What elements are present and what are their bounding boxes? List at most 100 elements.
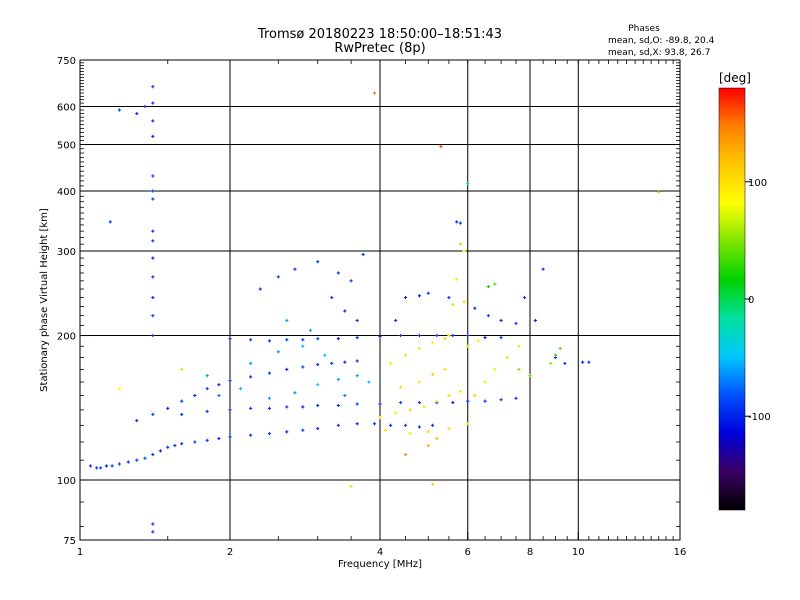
data-point bbox=[447, 333, 451, 338]
x-tick-label: 8 bbox=[527, 547, 533, 558]
phase-stats-o: mean, sd,O: -89.8, 20.4 bbox=[608, 36, 715, 46]
data-point bbox=[361, 252, 365, 257]
data-point bbox=[349, 484, 353, 488]
data-point bbox=[151, 189, 155, 193]
colorbar-tick-label: -100 bbox=[748, 412, 771, 423]
data-point bbox=[486, 284, 490, 289]
data-point bbox=[483, 336, 487, 340]
data-point bbox=[451, 400, 455, 405]
data-point bbox=[249, 406, 253, 411]
data-point bbox=[439, 145, 443, 149]
data-point bbox=[143, 456, 147, 460]
y-tick-label: 400 bbox=[57, 187, 76, 198]
data-point bbox=[151, 239, 155, 243]
data-point bbox=[151, 256, 155, 260]
data-point bbox=[426, 443, 430, 448]
data-point bbox=[430, 341, 435, 345]
x-tick-label: 2 bbox=[227, 547, 233, 558]
data-point bbox=[151, 119, 155, 123]
data-point bbox=[143, 104, 147, 109]
data-point bbox=[399, 385, 403, 389]
data-point bbox=[117, 387, 122, 391]
data-point bbox=[355, 374, 359, 378]
data-point bbox=[336, 271, 340, 275]
data-point bbox=[443, 367, 447, 372]
data-point bbox=[330, 361, 334, 365]
data-point bbox=[466, 181, 470, 185]
y-tick-label: 600 bbox=[57, 103, 76, 114]
data-point bbox=[403, 452, 408, 457]
data-point bbox=[355, 336, 359, 340]
data-point bbox=[151, 295, 155, 300]
data-point bbox=[447, 426, 451, 431]
data-point bbox=[126, 460, 130, 464]
data-point bbox=[151, 522, 155, 526]
data-point bbox=[455, 277, 459, 281]
data-point bbox=[151, 174, 155, 178]
data-point bbox=[447, 393, 451, 398]
data-point bbox=[301, 338, 305, 342]
y-tick-label: 200 bbox=[57, 332, 76, 343]
data-point bbox=[301, 344, 305, 348]
data-point bbox=[466, 344, 470, 348]
data-point bbox=[408, 408, 412, 412]
data-point bbox=[580, 360, 585, 364]
data-point bbox=[285, 367, 289, 372]
data-point bbox=[399, 333, 403, 338]
data-point bbox=[462, 300, 466, 304]
data-point bbox=[372, 422, 377, 426]
data-point bbox=[336, 403, 340, 408]
data-point bbox=[323, 353, 327, 357]
data-point bbox=[394, 411, 398, 415]
x-tick-label: 1 bbox=[77, 547, 83, 558]
y-axis-label: Stationary phase Virtual Height [km] bbox=[39, 208, 50, 392]
data-point bbox=[458, 242, 463, 246]
data-point bbox=[151, 452, 155, 457]
data-point bbox=[205, 438, 209, 442]
data-point bbox=[267, 371, 272, 375]
data-point bbox=[451, 333, 455, 338]
data-point bbox=[435, 333, 439, 338]
data-point bbox=[499, 398, 503, 402]
data-point bbox=[505, 355, 509, 360]
data-point bbox=[657, 190, 661, 194]
data-point bbox=[205, 387, 209, 391]
data-point bbox=[336, 377, 340, 382]
data-point bbox=[316, 362, 320, 367]
data-point bbox=[249, 338, 253, 342]
data-point bbox=[355, 318, 359, 323]
data-point bbox=[301, 405, 305, 409]
data-point bbox=[417, 400, 422, 405]
data-point bbox=[587, 360, 591, 364]
data-point bbox=[249, 361, 253, 365]
data-point bbox=[151, 275, 155, 279]
data-point bbox=[466, 333, 470, 338]
data-point bbox=[99, 466, 103, 470]
data-point bbox=[430, 372, 435, 376]
data-point bbox=[388, 361, 393, 365]
data-point bbox=[336, 337, 340, 341]
data-point bbox=[285, 318, 289, 323]
data-point bbox=[522, 295, 527, 300]
data-point bbox=[408, 431, 412, 436]
data-point bbox=[417, 380, 422, 384]
data-points bbox=[88, 85, 661, 534]
data-point bbox=[135, 458, 139, 462]
data-point bbox=[228, 435, 232, 439]
data-point bbox=[399, 400, 403, 405]
y-tick-label: 100 bbox=[57, 476, 76, 487]
data-point bbox=[388, 423, 393, 427]
colorbar bbox=[719, 88, 745, 510]
data-point bbox=[151, 101, 155, 105]
data-point bbox=[343, 360, 347, 364]
data-point bbox=[166, 406, 170, 411]
data-point bbox=[180, 367, 184, 372]
data-point bbox=[372, 91, 377, 95]
y-tick-label: 300 bbox=[57, 247, 76, 258]
data-point bbox=[378, 415, 382, 420]
data-point bbox=[533, 318, 537, 323]
data-point bbox=[158, 449, 163, 453]
data-point bbox=[430, 423, 435, 427]
data-point bbox=[417, 333, 422, 338]
